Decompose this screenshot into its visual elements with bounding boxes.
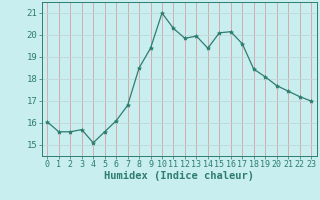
X-axis label: Humidex (Indice chaleur): Humidex (Indice chaleur) bbox=[104, 171, 254, 181]
